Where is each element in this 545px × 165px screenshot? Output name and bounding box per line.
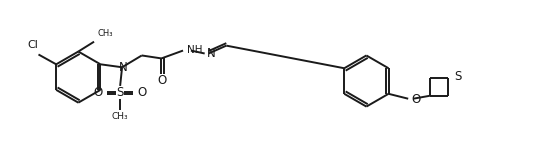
Text: N: N — [119, 61, 128, 74]
Text: O: O — [411, 93, 420, 106]
Text: NH: NH — [187, 45, 203, 55]
Text: N: N — [207, 47, 215, 60]
Text: O: O — [94, 86, 103, 99]
Text: O: O — [137, 86, 147, 99]
Text: CH₃: CH₃ — [112, 112, 129, 121]
Text: Cl: Cl — [27, 40, 38, 50]
Text: CH₃: CH₃ — [97, 29, 112, 38]
Text: O: O — [158, 74, 167, 86]
Text: S: S — [455, 70, 462, 83]
Text: S: S — [117, 86, 124, 99]
